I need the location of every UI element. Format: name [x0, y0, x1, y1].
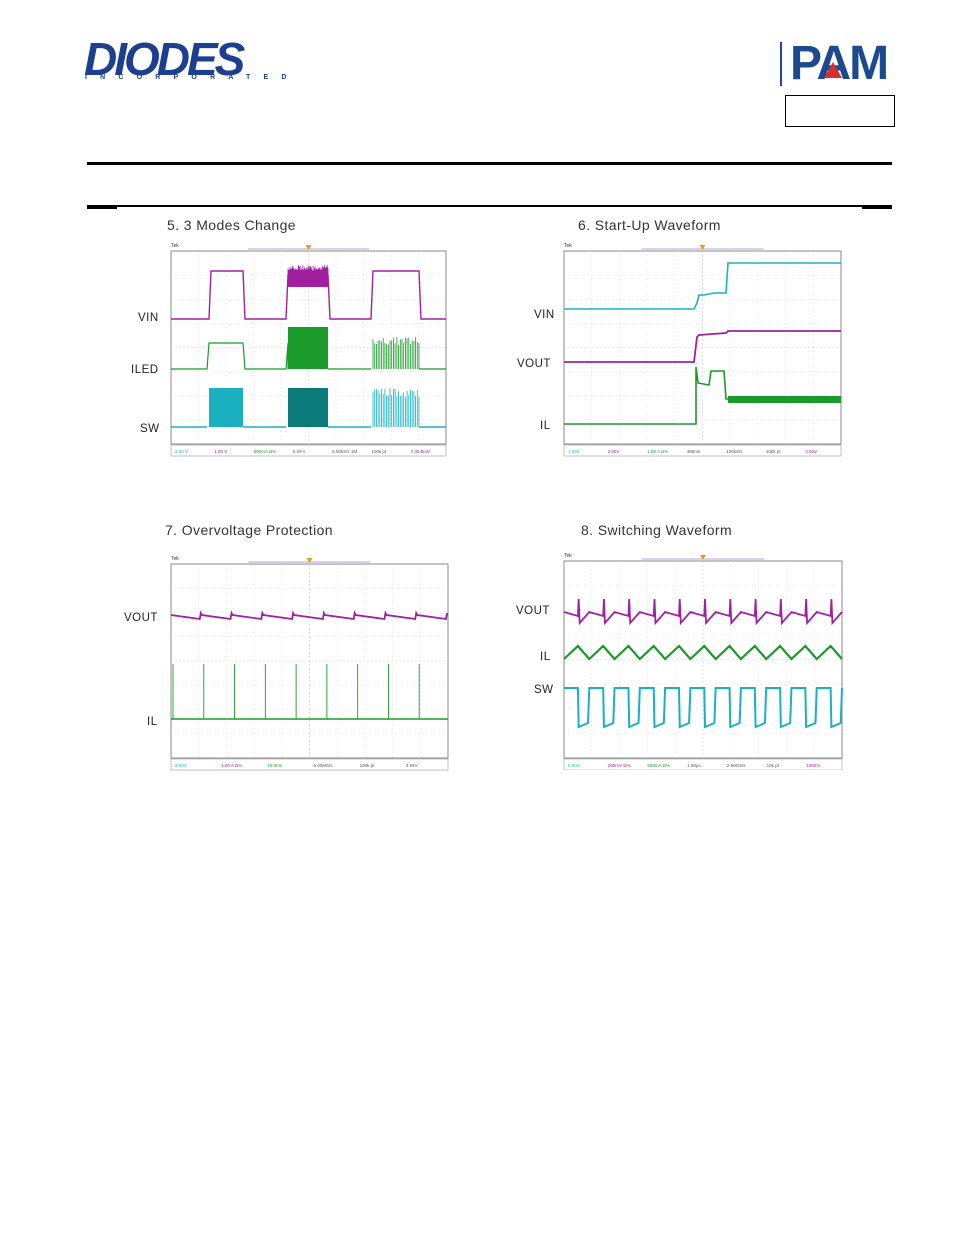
fig8-label-il: IL: [540, 651, 551, 663]
header-rule-bottom-left: [87, 207, 117, 209]
status-readout: 100k pt: [371, 449, 387, 454]
fig8-label-vout: VOUT: [516, 605, 550, 617]
pam-logo-bar: [780, 42, 782, 86]
status-readout: 2.00 s: [293, 449, 306, 454]
status-readout: 1.00V: [568, 449, 580, 454]
fig5-label-sw: SW: [140, 423, 160, 435]
status-bar: [564, 759, 842, 770]
header-rule-top: [87, 162, 892, 165]
status-readout: 5.00kS/s 1M: [332, 449, 357, 454]
status-readout: 4.54V: [406, 763, 418, 768]
scope-brand: Tek: [564, 553, 572, 559]
fig7-label-il: IL: [147, 716, 158, 728]
status-readout: 1.00 A Ω%: [221, 763, 242, 768]
status-readout: 10.0ms: [267, 763, 283, 768]
trace-sw-block-2: [288, 388, 328, 427]
status-readout: 500mA Ω%: [254, 449, 277, 454]
status-bar: [171, 445, 446, 456]
trace-sw-block-1: [209, 388, 243, 427]
status-readout: 2.00V: [175, 763, 187, 768]
figure-6-title: 6. Start-Up Waveform: [578, 217, 721, 233]
fig6-label-vout: VOUT: [517, 358, 551, 370]
part-number-box: [785, 95, 895, 127]
fig6-label-vin: VIN: [534, 309, 555, 321]
status-readout: 200mV Ω%: [608, 763, 631, 768]
scope-brand: Tek: [171, 243, 179, 249]
status-readout: 2.50GS/s: [727, 763, 747, 768]
figure-7-title: 7. Overvoltage Protection: [165, 522, 333, 538]
status-readout: 2.00V: [608, 449, 620, 454]
figure-5-oscilloscope: Tek 2.00 V 1.00 V 500mA Ω% 2.00 s 5.00kS/s 1M…: [163, 243, 448, 458]
figure-8-title: 8. Switching Waveform: [581, 522, 732, 538]
fig6-label-il: IL: [540, 420, 551, 432]
status-readout: 2.02V: [805, 449, 817, 454]
header-rule-bottom: [87, 205, 892, 207]
pam-logo: PAM: [780, 40, 895, 88]
status-readout: 2.00 V: [175, 449, 188, 454]
status-readout: 1.00μs: [687, 763, 701, 768]
fig5-label-iled: ILED: [131, 364, 159, 376]
scope-brand: Tek: [564, 243, 572, 249]
header-rule-bottom-right: [862, 207, 892, 209]
diodes-logo-sub: INCORPORATED: [85, 74, 300, 81]
status-readout: 100k pt: [360, 763, 376, 768]
scope-brand: Tek: [171, 556, 179, 562]
fig7-label-vout: VOUT: [124, 612, 158, 624]
status-readout: 10k pt: [767, 763, 780, 768]
status-readout: 1.00 V: [214, 449, 227, 454]
trace-il-ripple: [728, 396, 841, 403]
pam-logo-triangle: [824, 62, 842, 78]
status-readout: 100kS/s: [726, 449, 743, 454]
figure-5-title: 5. 3 Modes Change: [167, 217, 296, 233]
status-readout: 1.00 A Ω%: [647, 449, 668, 454]
figure-7-oscilloscope: Tek 2.00V 1.00 A Ω% 10.0ms 5.00MS/s 100k pt 4.…: [163, 556, 450, 772]
fig5-label-vin: VIN: [138, 312, 159, 324]
status-readout: 5.00MS/s: [314, 763, 334, 768]
status-readout: 5.00V: [568, 763, 580, 768]
status-readout: 500mA Ω%: [647, 763, 670, 768]
status-readout: 100k pt: [766, 449, 782, 454]
diodes-logo: DIODES INCORPORATED: [84, 36, 266, 88]
status-readout: 400ms: [687, 449, 701, 454]
status-readout: 100mV: [806, 763, 820, 768]
figure-8-oscilloscope: Tek 5.00V 200mV Ω% 500mA Ω% 1.00μs 2.50GS/s 10…: [556, 553, 844, 770]
status-bar: [564, 445, 841, 456]
trace-iled-burst: [288, 327, 328, 369]
status-readout: 7.40.8mV: [411, 449, 430, 454]
figure-6-oscilloscope: Tek 1.00V 2.00V 1.00 A Ω% 400ms 100kS/s 100k p…: [556, 243, 843, 458]
fig8-label-sw: SW: [534, 684, 554, 696]
